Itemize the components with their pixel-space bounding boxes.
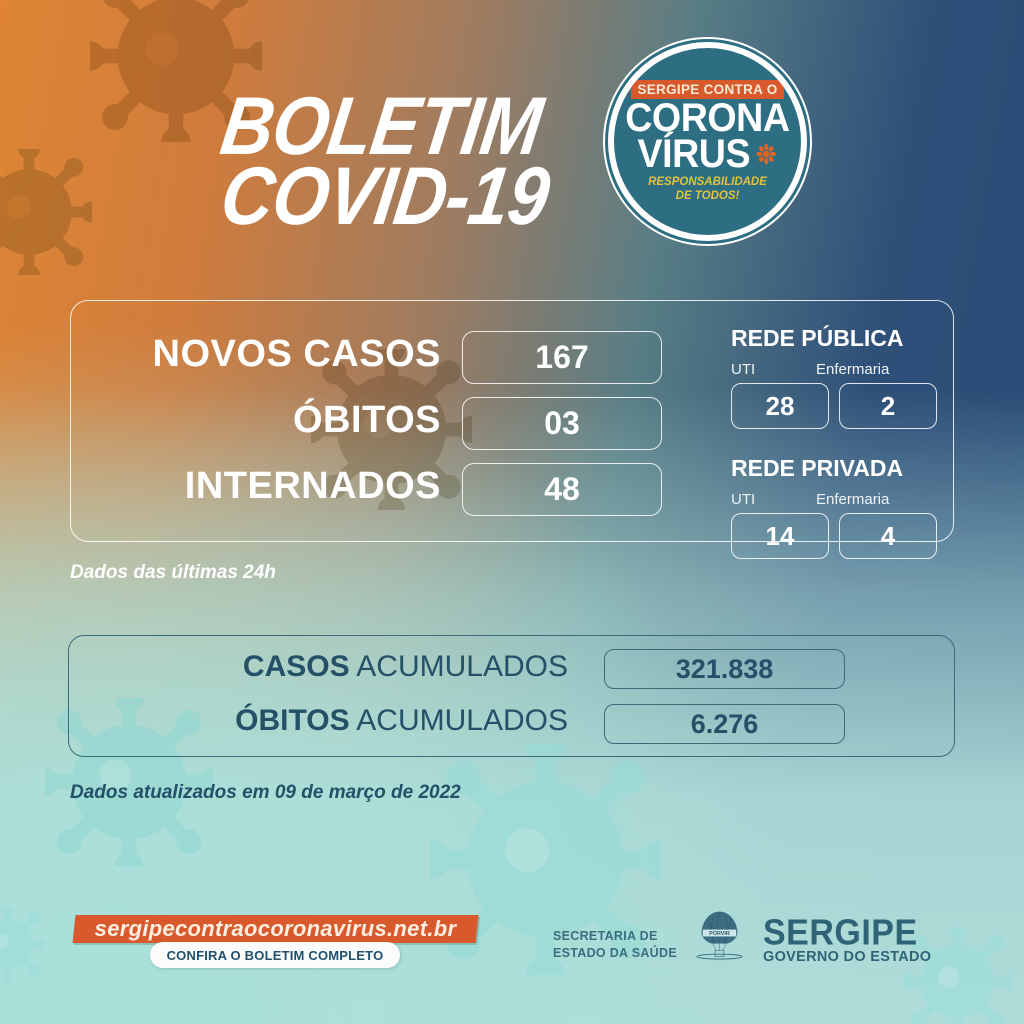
svg-text:PORVIR: PORVIR [709,931,730,937]
